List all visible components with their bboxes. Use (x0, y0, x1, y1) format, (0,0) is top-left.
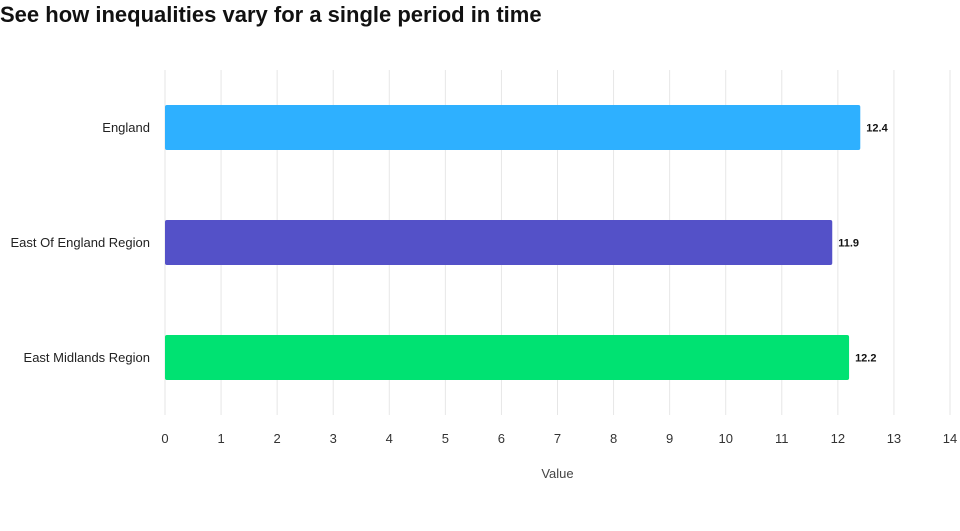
page-title: See how inequalities vary for a single p… (0, 2, 542, 27)
x-tick-label: 12 (831, 431, 845, 446)
bar[interactable] (165, 105, 861, 150)
x-tick-label: 11 (775, 431, 789, 446)
category-label: England (102, 120, 150, 135)
x-tick-label: 5 (442, 431, 449, 446)
x-tick-label: 7 (554, 431, 561, 446)
bar[interactable] (165, 335, 850, 380)
bars (165, 105, 861, 380)
data-labels: 12.4 11.9 12.2 (838, 123, 888, 365)
x-tick-labels: 0 1 2 3 4 5 6 7 8 9 10 11 12 13 14 (161, 431, 957, 446)
x-tick-label: 4 (386, 431, 393, 446)
x-tick-label: 3 (330, 431, 337, 446)
x-tick-label: 10 (718, 431, 732, 446)
x-axis-title: Value (541, 466, 573, 481)
category-labels: England East Of England Region East Midlan… (11, 120, 150, 365)
x-tick-label: 2 (274, 431, 281, 446)
category-label: East Of England Region (11, 235, 150, 250)
x-tick-label: 8 (610, 431, 617, 446)
x-tick-label: 1 (217, 431, 224, 446)
x-tick-label: 6 (498, 431, 505, 446)
category-label: East Midlands Region (24, 350, 150, 365)
data-label: 12.2 (855, 353, 876, 365)
x-tick-label: 9 (666, 431, 673, 446)
data-label: 11.9 (838, 238, 859, 250)
x-tick-label: 13 (887, 431, 901, 446)
data-label: 12.4 (866, 123, 888, 135)
x-tick-label: 0 (161, 431, 168, 446)
bar[interactable] (165, 220, 833, 265)
x-tick-label: 14 (943, 431, 957, 446)
